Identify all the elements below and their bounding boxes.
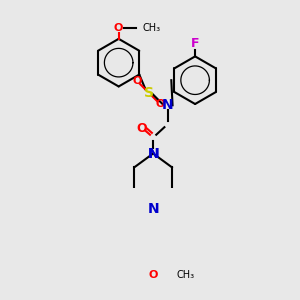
Text: CH₃: CH₃: [177, 270, 195, 280]
Text: F: F: [191, 38, 200, 50]
Text: N: N: [162, 98, 173, 112]
Text: O: O: [133, 76, 142, 86]
Text: N: N: [147, 146, 159, 161]
Text: O: O: [136, 122, 147, 135]
Text: N: N: [147, 146, 159, 161]
Text: O: O: [114, 22, 123, 33]
Text: S: S: [144, 86, 154, 100]
Text: O: O: [155, 99, 165, 109]
Text: N: N: [147, 202, 159, 216]
Text: O: O: [148, 270, 158, 280]
Text: CH₃: CH₃: [142, 22, 160, 33]
